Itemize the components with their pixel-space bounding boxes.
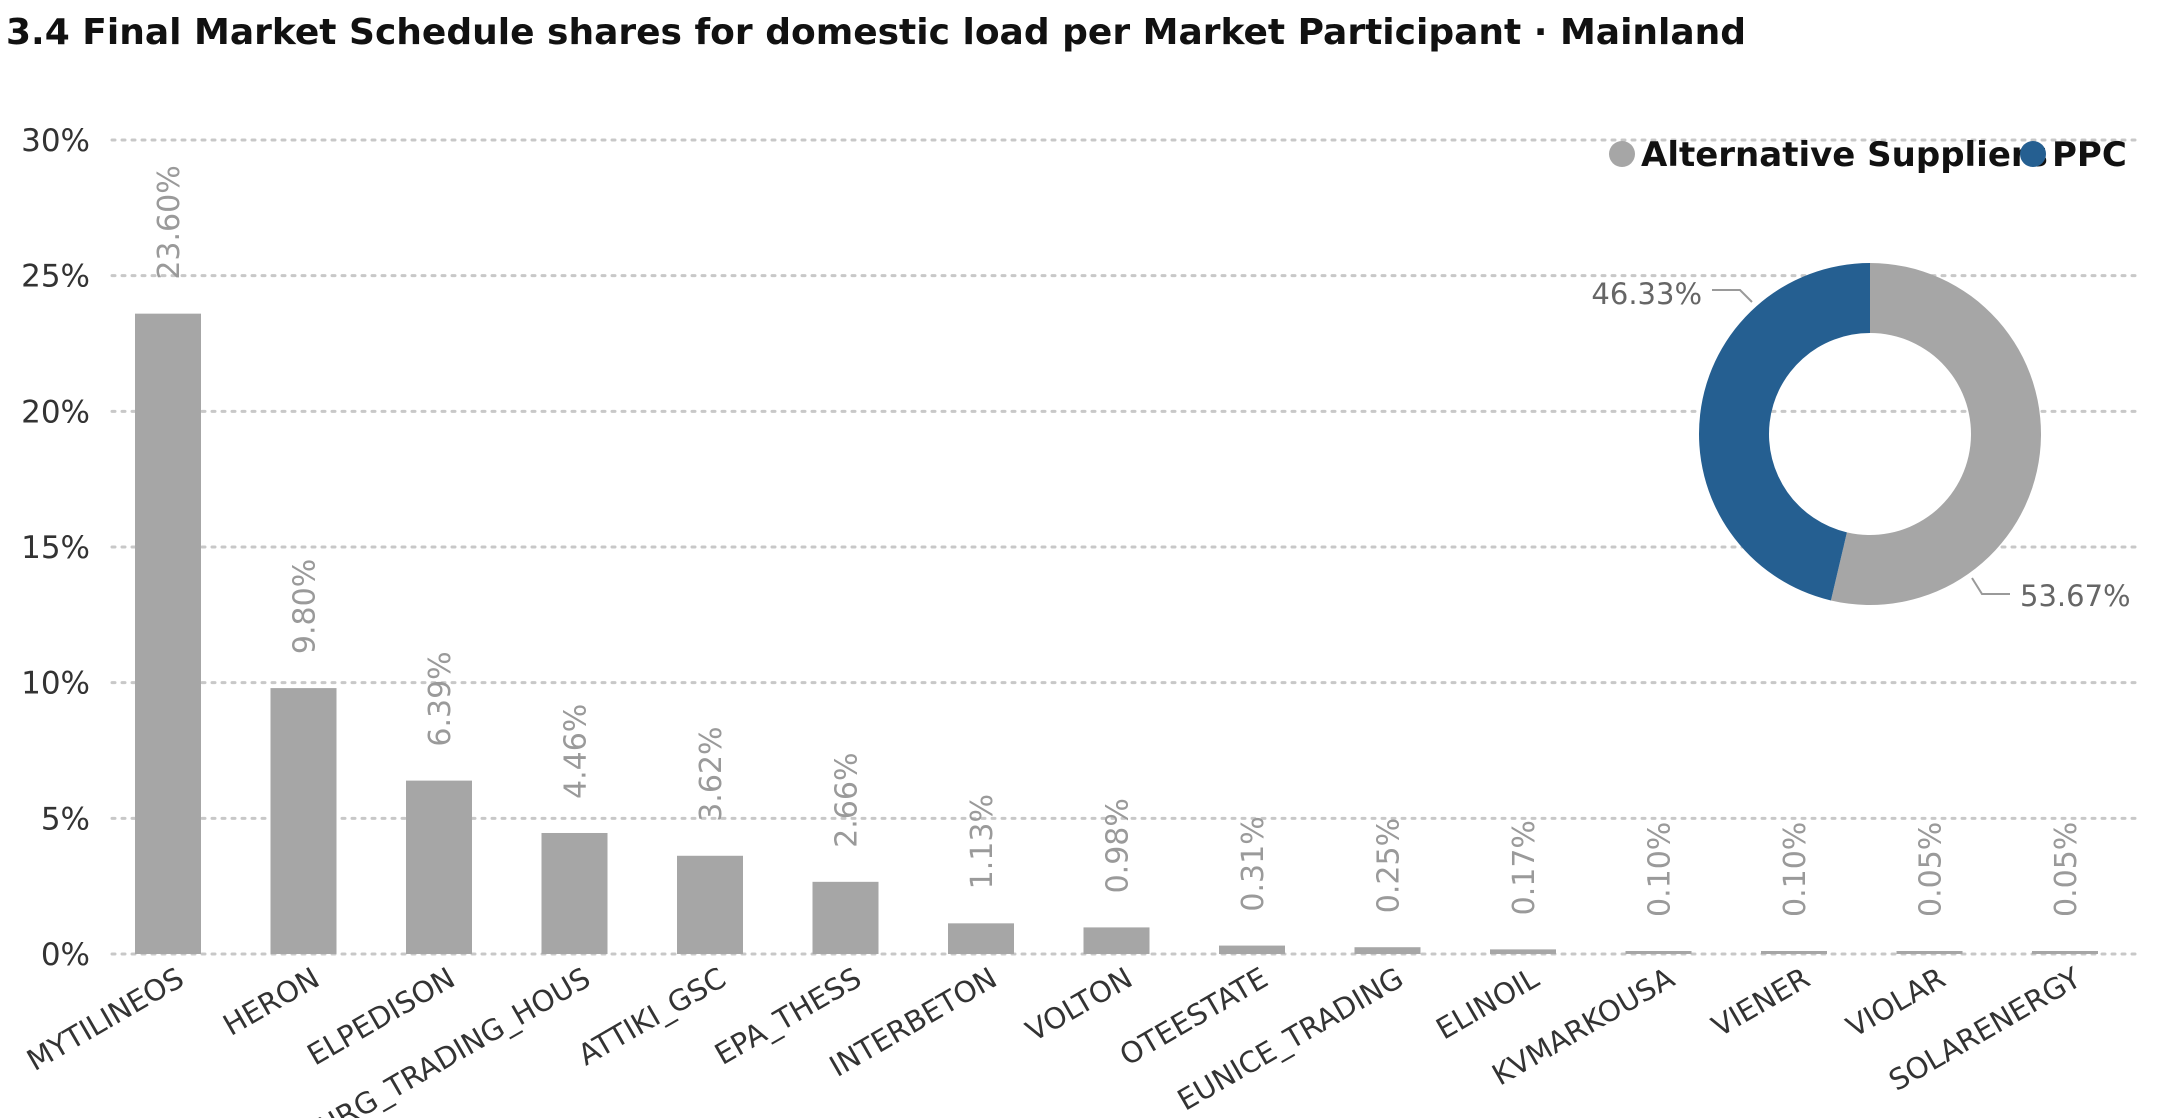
legend: Alternative Suppliers PPC bbox=[1609, 135, 2127, 175]
bar bbox=[1354, 947, 1421, 954]
x-tick-label: HERON bbox=[217, 961, 325, 1043]
donut-chart: 53.67% 46.33% bbox=[1591, 263, 2131, 613]
bar-data-label: 0.05% bbox=[1914, 822, 1949, 917]
y-tick-label: 5% bbox=[41, 801, 90, 837]
x-tick-label: VOLTON bbox=[1020, 961, 1138, 1049]
bar bbox=[1219, 945, 1285, 954]
y-tick-label: 10% bbox=[21, 666, 90, 702]
bar bbox=[948, 923, 1014, 954]
y-tick-label: 25% bbox=[21, 259, 90, 295]
bar bbox=[541, 832, 608, 954]
y-axis: 0% 5% 10% 15% 20% 25% 30% bbox=[21, 123, 90, 973]
legend-marker bbox=[2020, 141, 2046, 167]
y-tick-label: 15% bbox=[21, 530, 90, 566]
y-tick-label: 20% bbox=[21, 394, 90, 430]
bar-series bbox=[135, 313, 2098, 954]
x-tick-label: VIOLAR bbox=[1840, 961, 1951, 1044]
legend-label: PPC bbox=[2052, 135, 2127, 175]
bar bbox=[1761, 951, 1827, 954]
slice-label: 46.33% bbox=[1591, 277, 1702, 311]
bar-data-label: 0.31% bbox=[1236, 816, 1271, 911]
legend-label: Alternative Suppliers bbox=[1641, 135, 2048, 175]
leader-line bbox=[1712, 289, 1753, 303]
bar bbox=[270, 688, 337, 954]
slice-label: 53.67% bbox=[2020, 579, 2131, 613]
bar bbox=[812, 881, 879, 954]
bar bbox=[1083, 927, 1150, 954]
donut-slice bbox=[1830, 263, 2042, 605]
bar-data-labels: 23.60% 9.80% 6.39% 4.46% 3.62% 2.66% 1.13% 0.98… bbox=[152, 165, 2084, 917]
bar-data-label: 0.10% bbox=[1643, 822, 1678, 917]
bar-data-label: 3.62% bbox=[694, 726, 729, 821]
bar-data-label: 0.25% bbox=[1372, 818, 1407, 913]
bar-data-label: 0.05% bbox=[2049, 822, 2084, 917]
donut-slice bbox=[1699, 263, 1870, 601]
bar bbox=[1490, 949, 1556, 954]
bar bbox=[406, 780, 472, 954]
bar-data-label: 9.80% bbox=[288, 559, 323, 654]
x-tick-label: ELINOIL bbox=[1430, 961, 1544, 1047]
bar bbox=[1625, 951, 1692, 954]
bar-data-label: 1.13% bbox=[965, 794, 1000, 889]
y-tick-label: 30% bbox=[21, 123, 90, 159]
bar-data-label: 0.98% bbox=[1101, 798, 1136, 893]
bar-data-label: 4.46% bbox=[559, 704, 594, 799]
bar-data-label: 2.66% bbox=[830, 753, 865, 848]
leader-line bbox=[1971, 577, 2010, 595]
bar-data-label: 0.17% bbox=[1507, 820, 1542, 915]
x-tick-label: ATTIKI_GSC bbox=[572, 961, 731, 1073]
bar-data-label: 6.39% bbox=[423, 651, 458, 746]
y-tick-label: 0% bbox=[41, 937, 90, 973]
bar bbox=[1896, 951, 1963, 954]
bar-data-label: 23.60% bbox=[152, 165, 187, 279]
legend-marker bbox=[1609, 141, 1635, 167]
chart-title: 3.4 Final Market Schedule shares for dom… bbox=[6, 12, 1747, 53]
bar bbox=[135, 313, 201, 954]
bar bbox=[2032, 951, 2098, 954]
x-tick-label: VIENER bbox=[1706, 961, 1816, 1044]
bar bbox=[677, 855, 743, 954]
x-axis: MYTILINEOS HERONELPEDISONNRG_TRADING_HOUS… bbox=[21, 960, 2087, 1118]
x-tick-label: EUNICE_TRADING bbox=[1172, 961, 1409, 1118]
x-tick-label: MYTILINEOS bbox=[21, 961, 190, 1078]
bar-data-label: 0.10% bbox=[1778, 822, 1813, 917]
